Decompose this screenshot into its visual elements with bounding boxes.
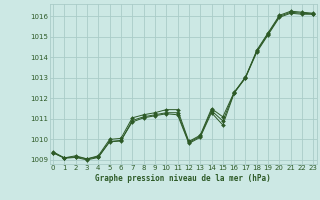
- X-axis label: Graphe pression niveau de la mer (hPa): Graphe pression niveau de la mer (hPa): [95, 174, 271, 183]
